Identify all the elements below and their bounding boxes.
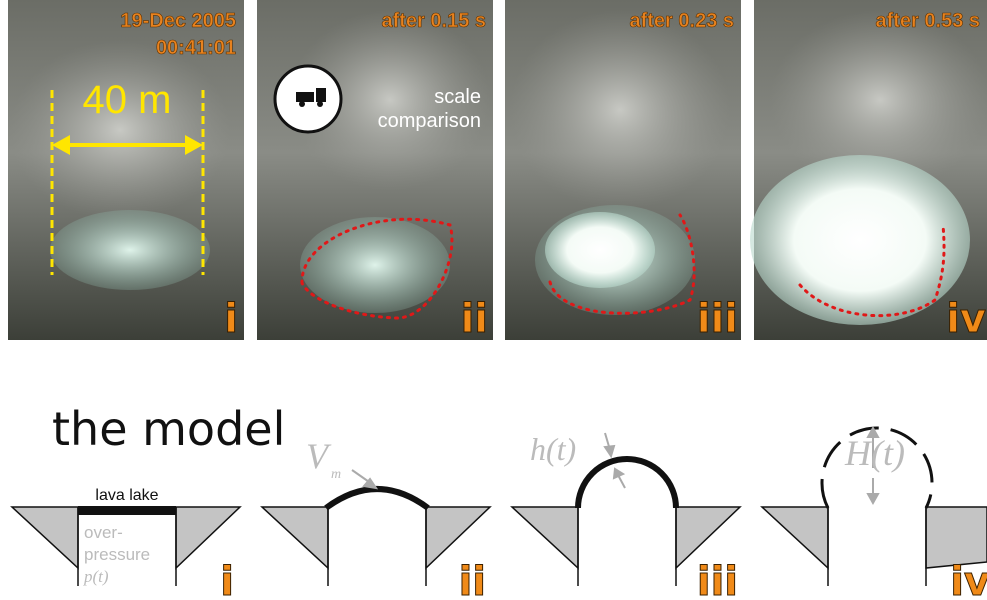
pressure-label: pressure (84, 545, 150, 564)
volume-symbol: V (306, 436, 332, 476)
lava-bubble (575, 456, 679, 509)
panel-label: iv (950, 559, 987, 600)
photo-4 (750, 0, 987, 340)
lava-lake (78, 506, 176, 515)
panel-label: iii (697, 296, 738, 342)
panel-label: iv (946, 296, 986, 342)
volume-subscript: m (331, 467, 341, 482)
scale-note: comparison (378, 110, 481, 132)
photo-caption: after 0.53 s (875, 10, 980, 32)
photo-3 (505, 0, 741, 340)
crater-walls (10, 506, 987, 570)
lake-label: lava lake (95, 487, 158, 504)
thickness-symbol: h(t) (530, 431, 576, 467)
photo-1 (8, 0, 244, 340)
bursting-bubble (820, 426, 934, 509)
panel-label: ii (459, 559, 486, 600)
scale-note: scale (434, 86, 481, 108)
lava-membrane (324, 486, 430, 511)
panel-label: i (220, 559, 234, 600)
conduit (77, 507, 927, 586)
photo-caption: after 0.23 s (629, 10, 734, 32)
photo-2 (257, 0, 493, 340)
photo-caption: after 0.15 s (381, 10, 486, 32)
panel-label: i (224, 296, 238, 342)
arrows (351, 425, 880, 506)
pressure-label: over- (84, 523, 123, 542)
pressure-symbol: p(t) (83, 567, 109, 586)
height-symbol: H(t) (844, 433, 905, 473)
model-title: the model (52, 402, 285, 456)
panel-label: iii (697, 559, 738, 600)
photo-caption: 19-Dec 2005 (120, 10, 236, 32)
photo-caption: 00:41:01 (156, 37, 236, 59)
scale-label: 40 m (83, 78, 172, 122)
panel-label: ii (461, 296, 488, 342)
